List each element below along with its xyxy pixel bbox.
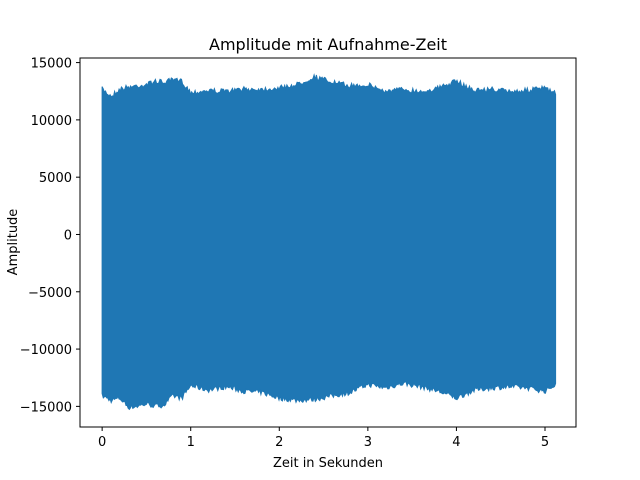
y-tick-label: 5000 bbox=[39, 171, 72, 186]
plot-frame bbox=[79, 57, 577, 428]
chart-title: Amplitude mit Aufnahme-Zeit bbox=[209, 35, 447, 54]
x-tick-label: 3 bbox=[364, 435, 372, 450]
y-tick-label: −5000 bbox=[28, 286, 72, 301]
y-tick-label: 0 bbox=[64, 228, 72, 243]
x-tick-label: 1 bbox=[187, 435, 195, 450]
x-tick-label: 4 bbox=[452, 435, 460, 450]
x-axis-label: Zeit in Sekunden bbox=[273, 456, 383, 471]
x-tick-label: 0 bbox=[98, 435, 106, 450]
y-axis-label: Amplitude bbox=[6, 209, 21, 276]
y-tick-label: −15000 bbox=[20, 400, 72, 415]
y-tick-label: 10000 bbox=[31, 114, 72, 129]
x-tick-label: 5 bbox=[541, 435, 549, 450]
y-tick-label: −10000 bbox=[20, 343, 72, 358]
series-layer bbox=[101, 73, 557, 411]
amplitude-waveform-series bbox=[101, 73, 557, 411]
x-tick-label: 2 bbox=[275, 435, 283, 450]
axes-layer: 0 1 2 3 4 5 −15000 −10000 −5000 0 5000 10000 15000 bbox=[20, 57, 549, 450]
y-tick-label: 15000 bbox=[31, 57, 72, 72]
